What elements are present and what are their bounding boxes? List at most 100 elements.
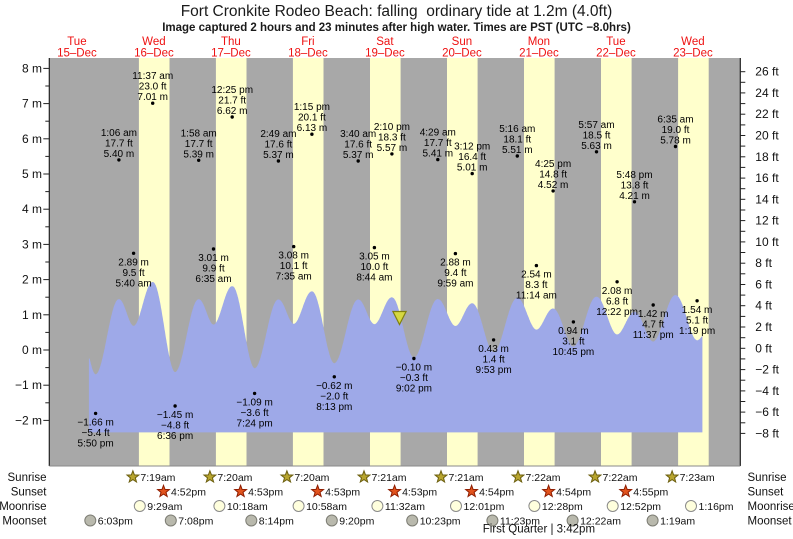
sunrise-time: 7:22am xyxy=(603,472,638,484)
event-label-line: 6.62 m xyxy=(217,106,248,117)
sunset-time: 4:53pm xyxy=(402,487,437,499)
tide-event-low: 3.08 m10.1 ft7:35 am xyxy=(276,251,312,283)
event-dot xyxy=(615,280,619,284)
moonset-icon xyxy=(245,514,258,527)
event-dot xyxy=(534,263,539,268)
event-dot xyxy=(173,404,177,408)
event-label-line: 1:15 pm xyxy=(294,102,330,113)
day-weekday: Sat xyxy=(376,36,394,48)
event-label-line: 6:36 pm xyxy=(157,431,193,442)
event-label-line: 11:37 pm xyxy=(633,330,674,341)
event-label-line: 9.5 ft xyxy=(122,268,144,279)
event-label-line: 1.42 m xyxy=(638,309,669,320)
moonset-entry: 8:14pm xyxy=(245,514,294,528)
event-label-line: 3:40 am xyxy=(340,129,376,140)
event-label-line: 5:16 am xyxy=(499,124,535,135)
event-dot xyxy=(211,247,216,251)
event-dot xyxy=(695,299,699,303)
right-axis-label: 16 ft xyxy=(755,171,779,185)
left-axis-label: 3 m xyxy=(22,237,42,251)
event-label-line: 3.1 ft xyxy=(562,336,584,347)
event-dot xyxy=(372,245,377,250)
sunrise-entry: 7:23am xyxy=(664,469,715,484)
sunset-entry: 4:54pm xyxy=(464,483,514,499)
astro-row-label-left: Moonset xyxy=(2,516,47,528)
event-label-line: 6.13 m xyxy=(297,123,328,134)
event-label-line: 9.9 ft xyxy=(202,264,224,275)
day-date: 18–Dec xyxy=(288,48,328,60)
event-label-line: 14.8 ft xyxy=(539,169,567,180)
moonset-time: 8:14pm xyxy=(259,516,294,528)
right-axis-label: 0 ft xyxy=(755,341,772,355)
astro-row-label-left: Sunrise xyxy=(8,472,47,484)
sunset-time: 4:55pm xyxy=(633,487,668,499)
moonset-icon xyxy=(164,514,177,527)
event-label-line: −5.4 ft xyxy=(82,428,110,439)
sunrise-time: 7:20am xyxy=(217,472,252,484)
event-label-line: 5.37 m xyxy=(343,150,374,161)
right-axis-label: 26 ft xyxy=(755,65,779,79)
event-label-line: 10.1 ft xyxy=(280,261,308,272)
sunrise-entry: 7:20am xyxy=(202,469,253,484)
sunrise-time: 7:20am xyxy=(294,472,329,484)
moonrise-time: 10:58am xyxy=(306,501,347,513)
event-label-line: 5.78 m xyxy=(660,136,691,147)
event-label-line: 2:49 am xyxy=(260,129,296,140)
moonset-icon xyxy=(646,514,659,527)
page-subtitle: Image captured 2 hours and 23 minutes af… xyxy=(162,22,631,34)
event-label-line: 20.1 ft xyxy=(298,113,326,124)
event-label-line: −2.0 ft xyxy=(320,391,348,402)
right-axis-label: 18 ft xyxy=(755,150,779,164)
event-dot xyxy=(390,152,394,156)
sunrise-time: 7:21am xyxy=(449,472,484,484)
left-axis-label: 1 m xyxy=(22,308,42,322)
event-label-line: −0.3 ft xyxy=(400,373,428,384)
event-label-line: 5.40 m xyxy=(104,149,135,160)
moonset-icon xyxy=(406,514,419,527)
sunrise-time: 7:22am xyxy=(526,472,561,484)
event-label-line: 10.0 ft xyxy=(360,262,388,273)
day-weekday: Tue xyxy=(606,36,625,48)
event-label-line: −4.8 ft xyxy=(161,421,189,432)
moonset-entry: 11:23pm xyxy=(486,514,540,528)
event-label-line: 3:12 pm xyxy=(454,142,490,153)
astro-row-label-right: Sunset xyxy=(748,487,785,499)
event-dot xyxy=(551,189,555,193)
event-label-line: 4:29 am xyxy=(420,128,456,139)
event-label-line: 4.21 m xyxy=(619,191,650,202)
sunrise-entry: 7:22am xyxy=(587,469,638,484)
event-dot xyxy=(197,158,201,162)
moonrise-time: 1:16pm xyxy=(699,501,734,513)
event-label-line: 8.3 ft xyxy=(525,280,547,291)
moonset-entry: 6:03pm xyxy=(84,514,133,528)
left-axis-label: −2 m xyxy=(15,413,42,427)
moonrise-icon xyxy=(450,500,462,512)
day-date: 23–Dec xyxy=(673,48,713,60)
event-label-line: 4.7 ft xyxy=(642,320,664,331)
sunrise-entry: 7:21am xyxy=(433,469,484,484)
event-dot xyxy=(252,391,257,396)
day-date: 17–Dec xyxy=(211,48,251,60)
moonset-time: 10:23pm xyxy=(420,516,461,528)
right-axis-label: 12 ft xyxy=(755,214,779,228)
tide-event-low: 2.88 m9.4 ft9:59 am xyxy=(437,258,473,290)
event-label-line: 2.08 m xyxy=(602,286,633,297)
sunset-entry: 4:55pm xyxy=(618,483,668,499)
event-label-line: 1:06 am xyxy=(101,128,137,139)
event-dot xyxy=(436,157,440,162)
right-axis-label: −8 ft xyxy=(755,426,779,440)
event-dot xyxy=(651,303,655,307)
sunrise-icon xyxy=(125,469,141,484)
event-dot xyxy=(93,411,98,416)
event-label-line: 12:22 pm xyxy=(596,307,638,318)
